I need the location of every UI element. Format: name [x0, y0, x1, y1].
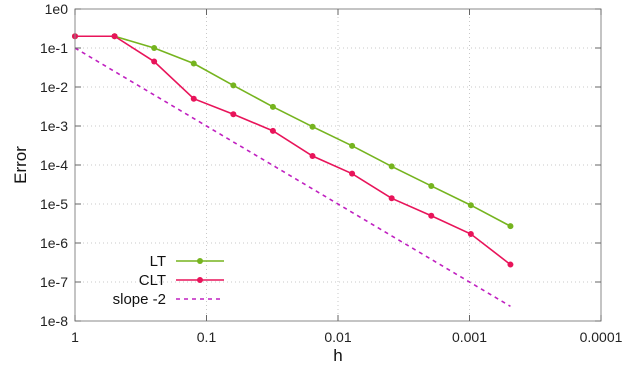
x-axis-title: h: [333, 346, 342, 365]
legend-label-clt: CLT: [139, 272, 166, 289]
y-tick-label: 1e-3: [40, 118, 68, 134]
data-point-lt: [349, 142, 356, 149]
series-lt: [72, 33, 514, 230]
data-point-lt: [388, 163, 395, 170]
y-tick-label: 1e-1: [40, 40, 68, 56]
data-point-lt: [151, 45, 158, 51]
data-point-clt: [151, 58, 158, 65]
data-point-clt: [230, 111, 237, 118]
series-slope-2: [74, 47, 511, 307]
data-point-lt: [467, 202, 474, 209]
x-tick-label: 1: [71, 329, 79, 345]
x-tick-label: 0.01: [324, 329, 351, 345]
legend-label-lt: LT: [150, 253, 166, 270]
y-tick-label: 1e-8: [40, 313, 68, 329]
y-tick-label: 1e0: [45, 1, 69, 17]
x-tick-label: 0.1: [197, 329, 217, 345]
series-line-clt: [75, 35, 511, 266]
series-clt: [72, 33, 514, 268]
data-point-clt: [349, 170, 356, 177]
data-point-lt: [309, 123, 316, 130]
data-point-lt: [190, 60, 197, 67]
legend: LT CLT slope -2: [113, 253, 224, 308]
series-layer: [72, 33, 514, 307]
data-point-clt: [507, 261, 514, 268]
data-point-clt: [111, 33, 118, 40]
legend-marker-clt: [197, 277, 203, 283]
axes: 1 0.1 0.01 0.001 0.0001 1e0 1e-1 1e-2 1e-3 1e-4 1e…: [40, 1, 623, 345]
data-point-lt: [428, 182, 435, 189]
y-tick-label: 1e-4: [40, 157, 68, 173]
y-tick-label: 1e-2: [40, 79, 68, 95]
y-tick-label: 1e-6: [40, 235, 68, 251]
data-point-lt: [269, 103, 276, 110]
y-tick-label: 1e-7: [40, 274, 68, 290]
legend-label-slope-2: slope -2: [113, 291, 166, 308]
legend-marker-lt: [197, 258, 203, 264]
data-point-clt: [269, 127, 276, 134]
series-line-slope-2: [74, 47, 511, 307]
data-point-lt: [507, 223, 514, 230]
data-point-clt: [309, 153, 316, 160]
data-point-clt: [190, 95, 197, 102]
x-tick-label: 0.0001: [580, 329, 623, 345]
data-point-clt: [467, 231, 474, 238]
series-line-lt: [75, 35, 511, 227]
data-point-clt: [428, 212, 435, 219]
y-tick-label: 1e-5: [40, 196, 68, 212]
data-point-clt: [388, 195, 395, 202]
x-tick-label: 0.001: [452, 329, 487, 345]
data-point-lt: [230, 82, 237, 89]
y-axis-title: Error: [11, 146, 30, 184]
